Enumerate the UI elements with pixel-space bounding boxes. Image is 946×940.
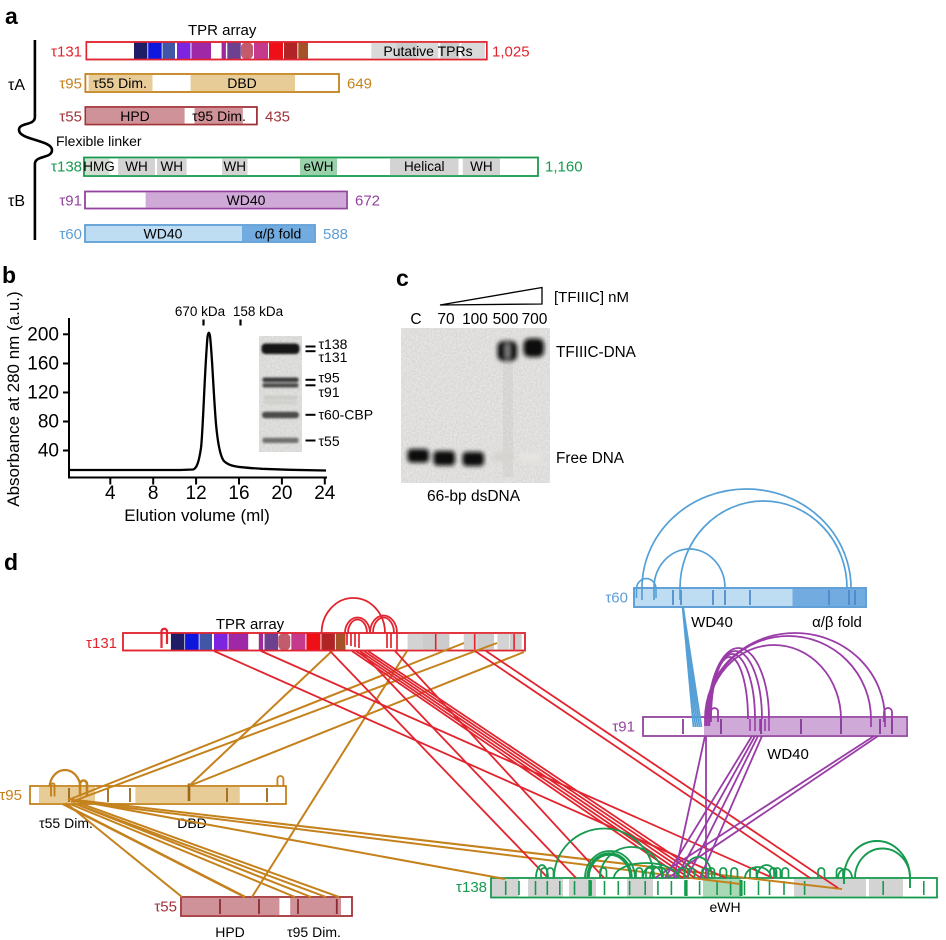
svg-text:158 kDa: 158 kDa [233, 304, 284, 319]
svg-text:500: 500 [493, 311, 519, 328]
svg-text:WD40: WD40 [691, 614, 733, 631]
svg-text:α/β fold: α/β fold [812, 614, 862, 631]
svg-text:160: 160 [27, 354, 59, 375]
svg-text:τ95 Dim.: τ95 Dim. [192, 108, 246, 124]
svg-text:TFIIIC-DNA: TFIIIC-DNA [556, 344, 637, 361]
svg-text:70: 70 [437, 311, 455, 328]
svg-text:τA: τA [8, 77, 25, 94]
svg-text:τ138: τ138 [51, 159, 82, 176]
svg-text:Helical: Helical [404, 159, 445, 174]
svg-text:Putative TPRs: Putative TPRs [383, 43, 472, 59]
svg-text:Free DNA: Free DNA [556, 450, 625, 467]
svg-text:672: 672 [355, 193, 380, 210]
svg-text:HMG: HMG [83, 159, 115, 174]
svg-text:TPR array: TPR array [216, 616, 285, 633]
svg-text:b: b [2, 262, 16, 288]
svg-text:τ138: τ138 [456, 879, 487, 896]
svg-text:τ95: τ95 [59, 76, 82, 93]
svg-text:d: d [4, 549, 18, 575]
svg-text:C: C [410, 311, 421, 328]
svg-text:700: 700 [522, 311, 548, 328]
svg-text:588: 588 [323, 226, 348, 243]
svg-text:c: c [396, 265, 409, 291]
svg-text:16: 16 [228, 483, 249, 504]
svg-text:τ55 Dim.: τ55 Dim. [39, 815, 93, 831]
svg-text:τ55 Dim.: τ55 Dim. [93, 75, 147, 91]
svg-text:80: 80 [38, 412, 59, 433]
svg-text:τ95: τ95 [319, 370, 340, 386]
svg-text:435: 435 [265, 109, 290, 126]
svg-text:8: 8 [148, 483, 159, 504]
svg-text:τ60: τ60 [605, 590, 628, 607]
svg-text:TPR array: TPR array [188, 22, 257, 39]
svg-text:τ91: τ91 [59, 193, 82, 210]
svg-text:40: 40 [38, 441, 59, 462]
svg-text:τ95 Dim.: τ95 Dim. [287, 924, 341, 940]
svg-text:20: 20 [271, 483, 292, 504]
svg-text:120: 120 [27, 383, 59, 404]
svg-text:670 kDa: 670 kDa [175, 304, 226, 319]
svg-text:τ95: τ95 [0, 787, 22, 804]
svg-text:WH: WH [125, 159, 148, 174]
svg-text:τ55: τ55 [319, 433, 340, 449]
svg-text:12: 12 [186, 483, 207, 504]
svg-text:1,025: 1,025 [492, 44, 530, 61]
svg-text:DBD: DBD [227, 75, 257, 91]
svg-text:HPD: HPD [215, 924, 245, 940]
svg-text:eWH: eWH [304, 159, 334, 174]
svg-text:WD40: WD40 [144, 226, 183, 242]
svg-text:DBD: DBD [177, 815, 207, 831]
svg-text:[TFIIIC] nM: [TFIIIC] nM [554, 289, 629, 306]
svg-text:τB: τB [8, 193, 25, 210]
svg-text:1,160: 1,160 [545, 159, 583, 176]
svg-text:τ55: τ55 [59, 109, 82, 126]
svg-text:WD40: WD40 [767, 746, 809, 763]
svg-text:τ55: τ55 [154, 899, 177, 916]
svg-text:200: 200 [27, 324, 59, 345]
svg-text:WH: WH [470, 159, 493, 174]
svg-text:100: 100 [462, 311, 488, 328]
svg-text:τ60-CBP: τ60-CBP [319, 407, 374, 423]
svg-text:τ60: τ60 [59, 226, 82, 243]
svg-text:τ131: τ131 [51, 44, 82, 61]
svg-text:24: 24 [314, 483, 336, 504]
svg-text:WD40: WD40 [227, 192, 266, 208]
svg-text:τ131: τ131 [86, 635, 117, 652]
svg-text:eWH: eWH [709, 899, 740, 915]
svg-text:HPD: HPD [120, 108, 150, 124]
svg-text:Elution volume (ml): Elution volume (ml) [124, 506, 270, 525]
svg-text:4: 4 [105, 483, 116, 504]
svg-text:66-bp dsDNA: 66-bp dsDNA [427, 488, 521, 505]
svg-text:τ91: τ91 [612, 719, 635, 736]
svg-text:WH: WH [224, 159, 247, 174]
svg-text:τ91: τ91 [319, 384, 340, 400]
svg-text:Flexible linker: Flexible linker [56, 133, 142, 149]
svg-text:Absorbance at 280 nm (a.u.): Absorbance at 280 nm (a.u.) [4, 291, 23, 506]
svg-text:649: 649 [347, 76, 372, 93]
svg-text:τ138: τ138 [319, 336, 348, 352]
svg-text:a: a [5, 3, 18, 29]
svg-text:α/β fold: α/β fold [255, 226, 302, 242]
svg-text:τ131: τ131 [319, 349, 348, 365]
svg-text:WH: WH [161, 159, 184, 174]
